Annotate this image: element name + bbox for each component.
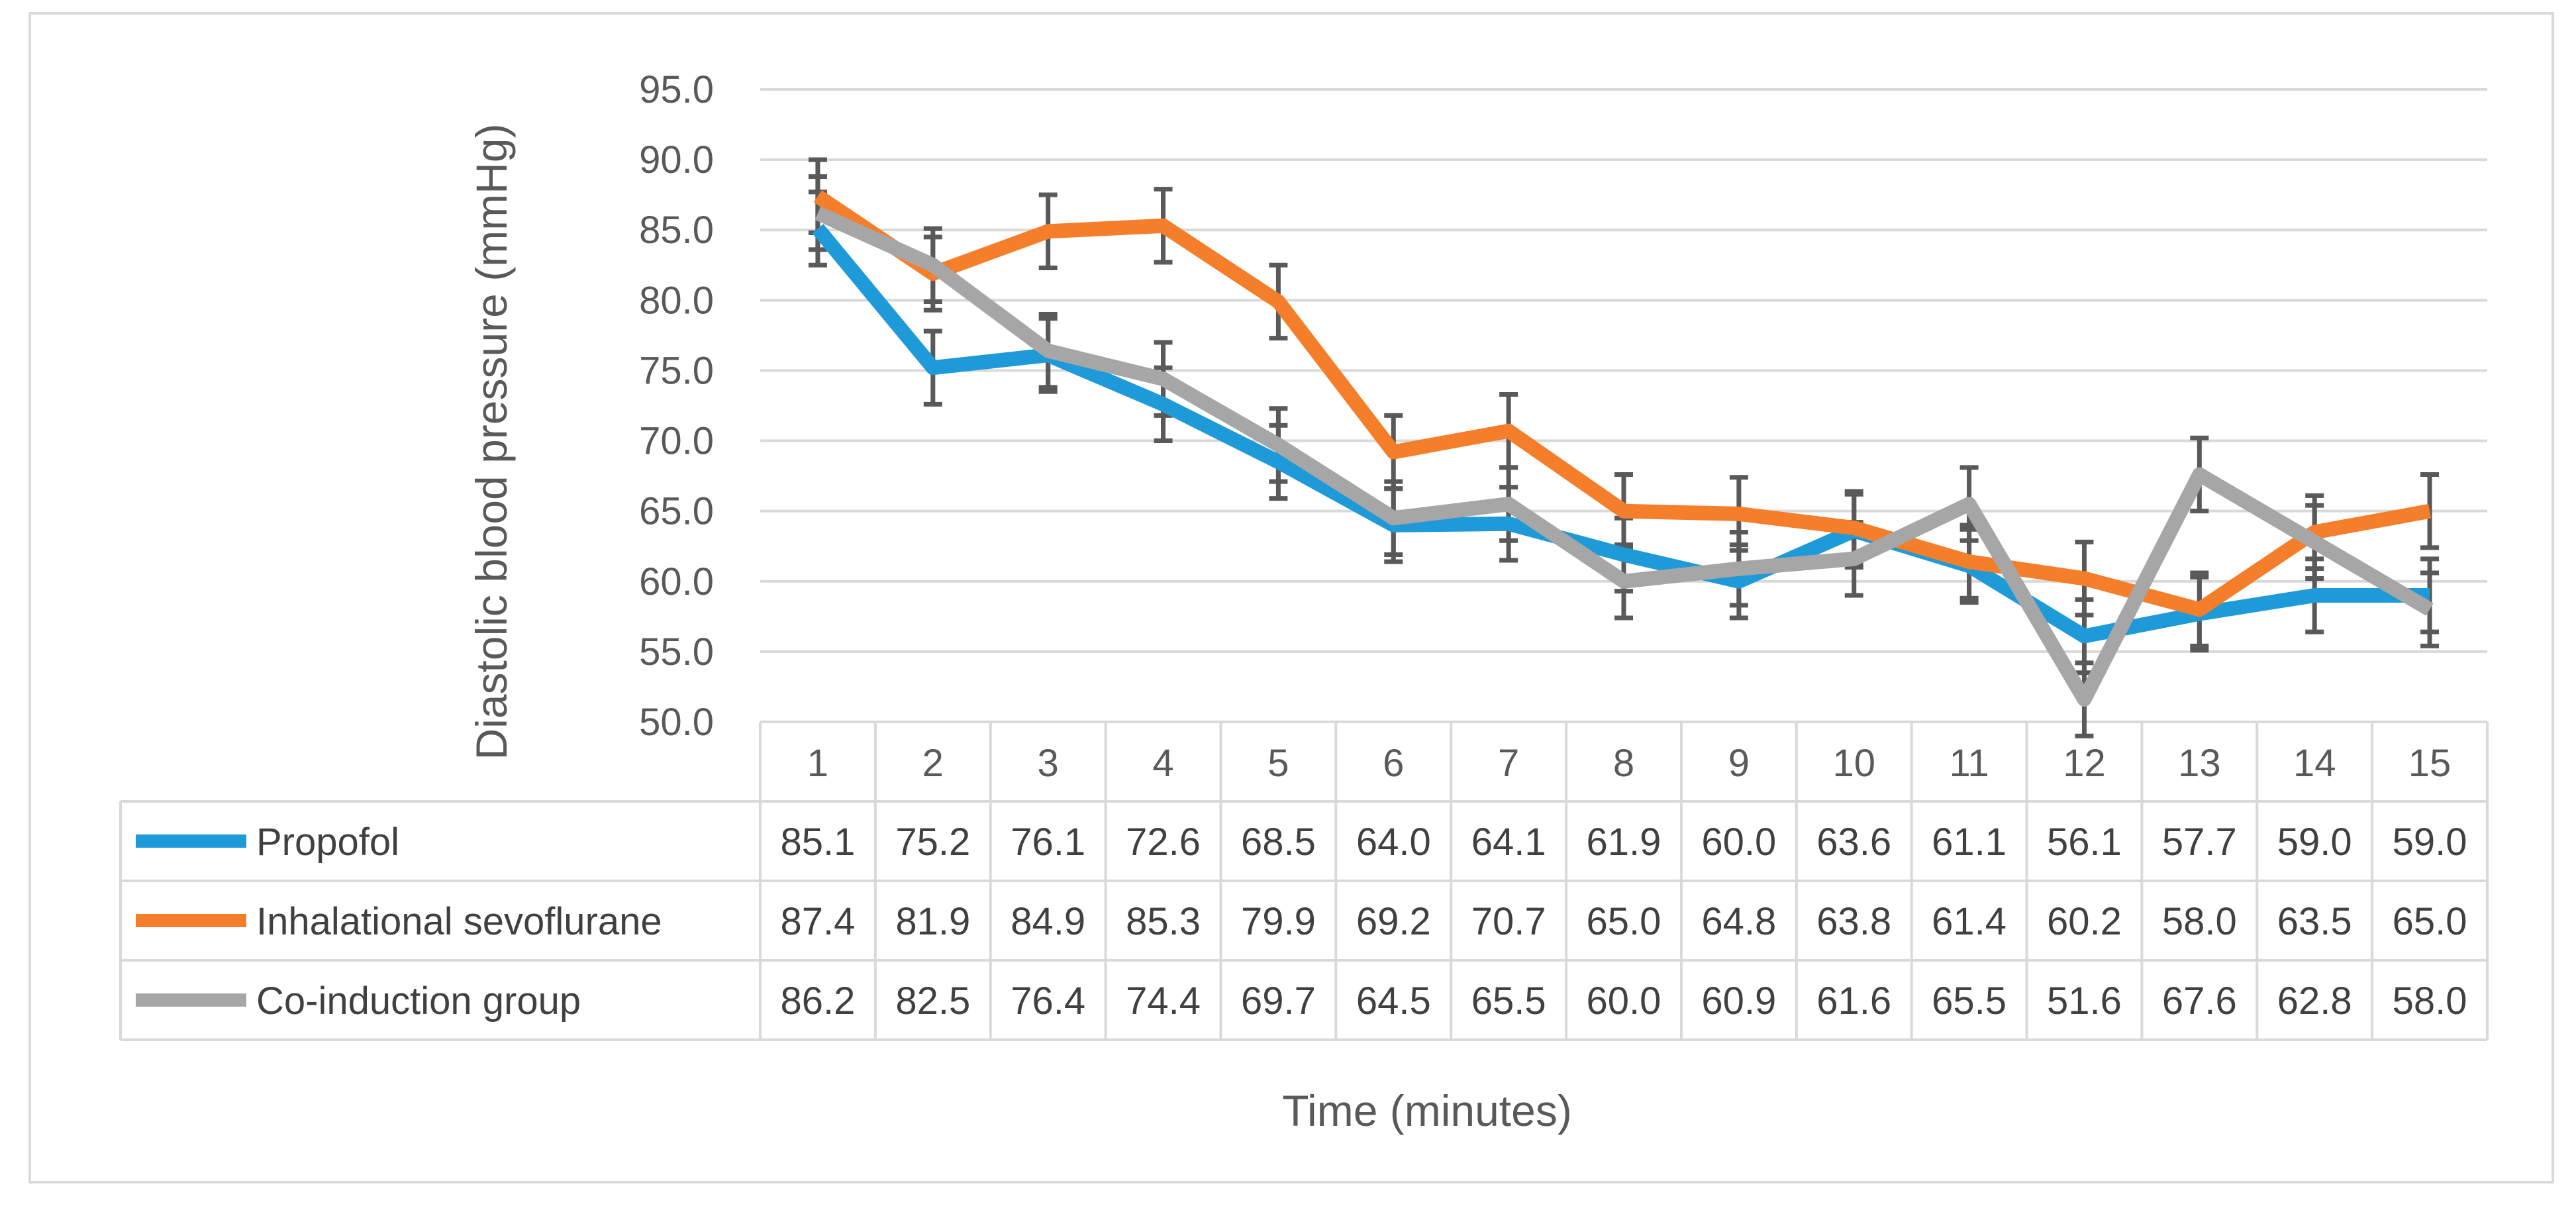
y-tick-label: 95.0 <box>639 68 714 111</box>
y-axis-ticks: 50.0 55.0 60.0 65.0 70.0 75.0 80.0 85.0 90.0 95.0 <box>639 68 714 744</box>
table-cell-value: 69.2 <box>1356 900 1431 943</box>
y-tick-label: 70.0 <box>639 420 714 463</box>
table-cell-value: 63.5 <box>2277 900 2352 943</box>
x-tick-label: 7 <box>1498 742 1519 785</box>
x-tick-label: 13 <box>2178 742 2221 785</box>
table-cell-value: 68.5 <box>1241 821 1316 864</box>
table-cell-value: 60.2 <box>2047 900 2122 943</box>
series-lines <box>812 190 2434 707</box>
table-cell-value: 61.1 <box>1932 821 2006 864</box>
table-cell-value: 61.9 <box>1587 821 1661 864</box>
table-cell-value: 63.6 <box>1816 821 1891 864</box>
series-line <box>815 206 2434 707</box>
series-line <box>813 190 2432 617</box>
x-tick-label: 6 <box>1383 742 1404 785</box>
table-cell-value: 64.0 <box>1356 821 1431 864</box>
table-cell-value: 61.6 <box>1816 980 1891 1023</box>
y-tick-label: 60.0 <box>639 560 714 603</box>
x-tick-label: 14 <box>2293 742 2336 785</box>
x-tick-label: 2 <box>922 742 944 785</box>
legend-label: Co-induction group <box>256 980 581 1023</box>
table-cell-value: 51.6 <box>2047 980 2122 1023</box>
x-tick-label: 4 <box>1152 742 1173 785</box>
x-tick-label: 1 <box>807 742 828 785</box>
table-cell-value: 60.0 <box>1587 980 1661 1023</box>
table-cell-value: 76.4 <box>1011 980 1085 1023</box>
table-cell-value: 72.6 <box>1126 821 1201 864</box>
table-cell-value: 86.2 <box>780 980 855 1023</box>
y-tick-label: 85.0 <box>639 209 714 252</box>
table-cell-value: 76.1 <box>1011 821 1085 864</box>
table-cell-value: 59.0 <box>2277 821 2352 864</box>
y-tick-label: 80.0 <box>639 279 714 322</box>
y-tick-label: 55.0 <box>639 630 714 674</box>
table-cell-value: 75.2 <box>895 821 970 864</box>
table-cell-value: 65.5 <box>1471 980 1546 1023</box>
table-cell-value: 65.0 <box>2393 900 2467 943</box>
y-tick-label: 75.0 <box>639 349 714 392</box>
table-cell-value: 67.6 <box>2162 980 2237 1023</box>
table-cell-value: 57.7 <box>2162 821 2237 864</box>
table-cell-value: 58.0 <box>2162 900 2237 943</box>
table-cell-value: 74.4 <box>1126 980 1201 1023</box>
series-line <box>812 224 2430 644</box>
table-cell-value: 84.9 <box>1011 900 1085 943</box>
y-tick-label: 65.0 <box>639 490 714 533</box>
table-cell-value: 64.5 <box>1356 980 1431 1023</box>
y-tick-label: 50.0 <box>639 701 714 744</box>
legend-label: Propofol <box>256 821 399 864</box>
x-axis-label: Time (minutes) <box>1282 1086 1572 1135</box>
table-cell-value: 61.4 <box>1932 900 2006 943</box>
table-cell-value: 70.7 <box>1471 900 1546 943</box>
table-cell-value: 60.9 <box>1701 980 1776 1023</box>
x-tick-label: 10 <box>1832 742 1875 785</box>
table-cell-value: 65.5 <box>1932 980 2006 1023</box>
table-cell-value: 85.3 <box>1126 900 1201 943</box>
x-tick-label: 3 <box>1038 742 1059 785</box>
table-cell-value: 59.0 <box>2393 821 2467 864</box>
table-cell-value: 82.5 <box>895 980 970 1023</box>
table-cell-value: 60.0 <box>1701 821 1776 864</box>
y-axis-label: Diastolic blood pressure (mmHg) <box>467 124 516 760</box>
y-tick-label: 90.0 <box>639 138 714 181</box>
x-tick-label: 15 <box>2408 742 2452 785</box>
x-tick-label: 5 <box>1267 742 1289 785</box>
table-cell-value: 58.0 <box>2393 980 2467 1023</box>
table-cell-value: 64.8 <box>1701 900 1776 943</box>
table-cell-value: 64.1 <box>1471 821 1546 864</box>
x-tick-label: 8 <box>1613 742 1634 785</box>
table-cell-value: 81.9 <box>895 900 970 943</box>
table-cell-value: 79.9 <box>1241 900 1316 943</box>
x-tick-label: 12 <box>2063 742 2106 785</box>
table-cell-value: 87.4 <box>780 900 855 943</box>
table-cell-value: 62.8 <box>2277 980 2352 1023</box>
x-tick-label: 11 <box>1949 742 1989 785</box>
table-cell-value: 69.7 <box>1241 980 1316 1023</box>
table-cell-value: 56.1 <box>2047 821 2122 864</box>
legend-label: Inhalational sevoflurane <box>256 900 662 943</box>
x-tick-label: 9 <box>1728 742 1750 785</box>
table-cell-value: 63.8 <box>1816 900 1891 943</box>
table-cell-value: 85.1 <box>780 821 855 864</box>
table-cell-value: 65.0 <box>1587 900 1661 943</box>
